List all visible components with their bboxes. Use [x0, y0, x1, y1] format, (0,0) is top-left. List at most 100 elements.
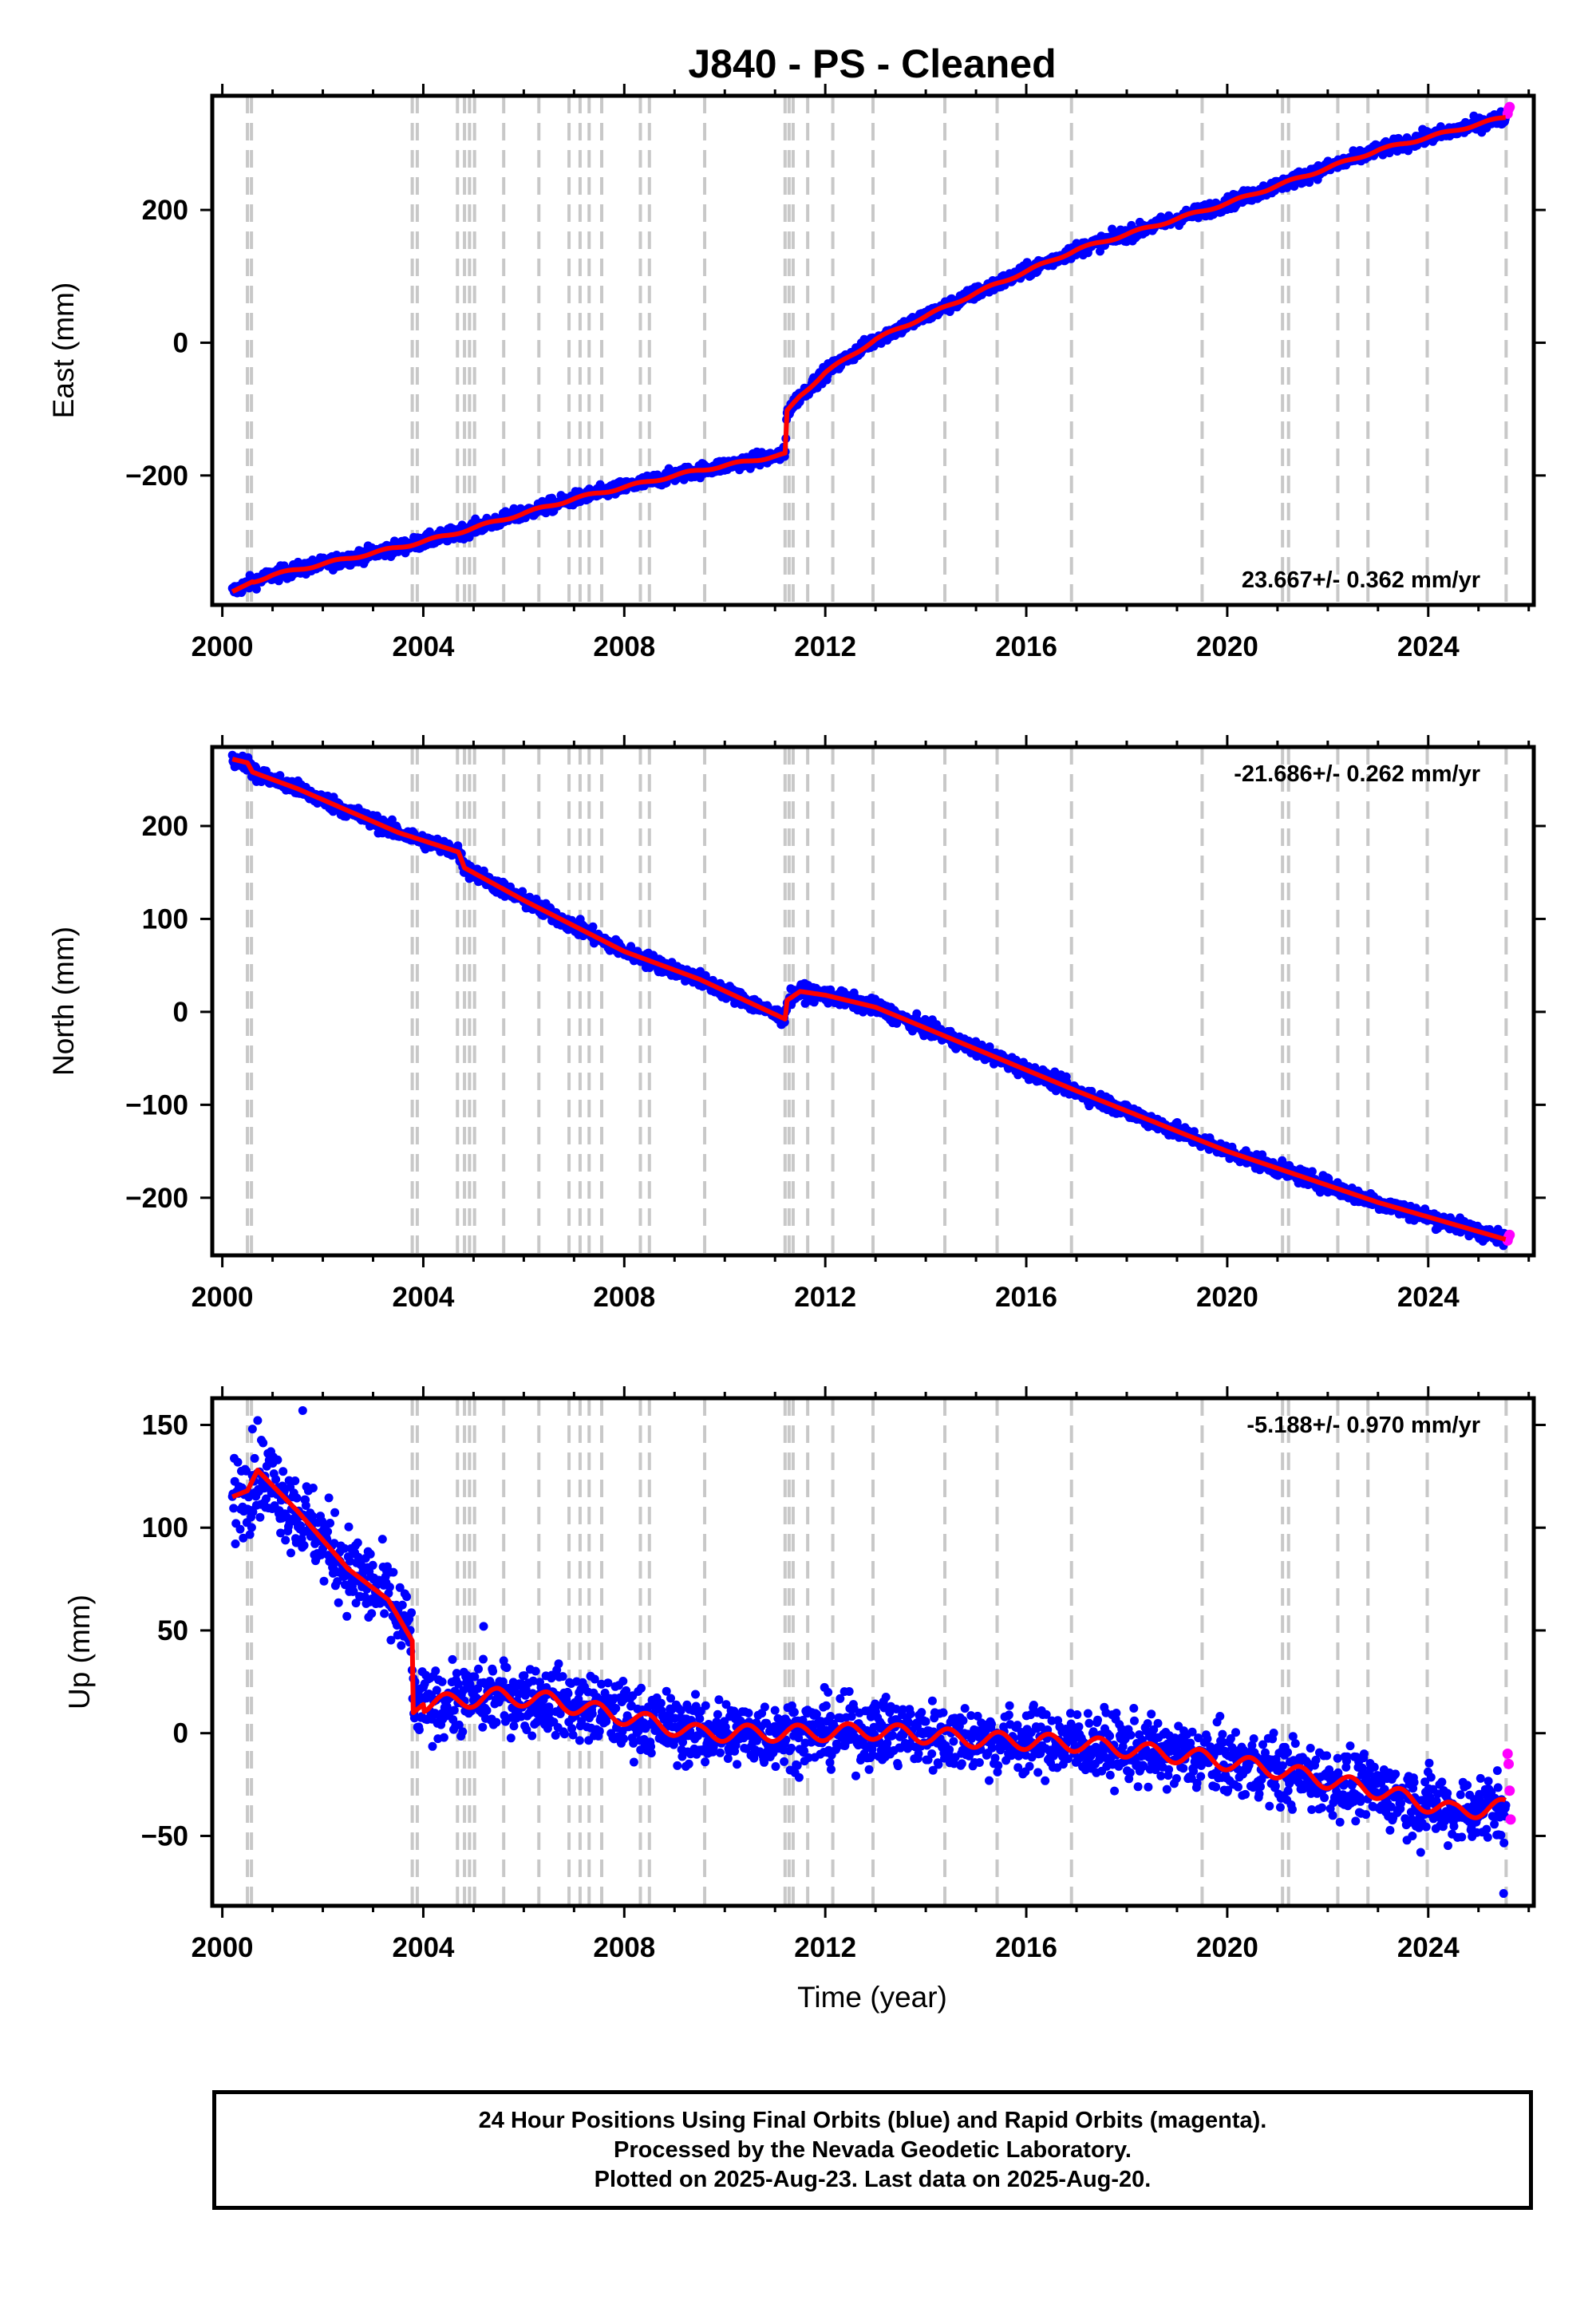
- x-tick-label: 2000: [192, 1282, 254, 1313]
- data-point: [301, 1501, 310, 1510]
- data-point: [1307, 1167, 1317, 1176]
- data-point: [235, 1524, 245, 1534]
- data-point: [449, 1705, 459, 1715]
- data-point: [428, 1741, 437, 1751]
- y-tick-label: −100: [125, 1089, 188, 1120]
- x-tick-label: 2004: [393, 1282, 455, 1313]
- data-point: [531, 1666, 540, 1676]
- y-axis-label: North (mm): [47, 927, 80, 1076]
- data-point: [380, 1609, 389, 1618]
- y-tick-label: 200: [142, 811, 188, 842]
- data-point: [231, 1539, 240, 1548]
- data-point: [414, 1725, 424, 1734]
- data-point: [250, 1453, 259, 1463]
- data-point: [509, 1721, 519, 1731]
- data-point: [488, 1666, 498, 1676]
- data-point: [402, 1592, 412, 1602]
- x-tick-label: 2000: [192, 631, 254, 662]
- plot-area: [227, 750, 1515, 1251]
- model-trend-line: [231, 115, 1507, 594]
- data-point: [259, 1438, 268, 1448]
- data-point: [365, 1549, 375, 1559]
- data-point: [1305, 178, 1314, 188]
- data-point: [353, 1538, 362, 1547]
- data-point: [502, 1663, 512, 1673]
- y-tick-label: −200: [125, 1183, 188, 1214]
- x-tick-label: 2020: [1196, 631, 1258, 662]
- data-point: [299, 1540, 309, 1550]
- data-point: [324, 1493, 334, 1503]
- data-point: [385, 1583, 394, 1592]
- up-panel: 2000 2004 2008 2012 2016 2020 2024−50050100150…: [63, 1386, 1546, 1963]
- y-axis-label: East (mm): [47, 283, 80, 419]
- data-point: [407, 1608, 417, 1618]
- x-tick-label: 2008: [593, 1282, 655, 1313]
- x-tick-label: 2024: [1397, 631, 1460, 662]
- final-orbit-points: [227, 107, 1511, 598]
- final-orbit-points: [227, 1405, 1511, 1899]
- x-tick-label: 2024: [1397, 1282, 1460, 1313]
- data-point: [281, 1535, 290, 1545]
- data-point: [330, 1508, 340, 1517]
- data-point: [479, 1654, 488, 1664]
- data-point: [275, 771, 285, 781]
- data-point: [527, 1731, 537, 1741]
- east-panel: 2000 2004 2008 2012 2016 2020 2024 −200 0 200 East…: [47, 84, 1546, 662]
- x-tick-label: 2016: [995, 1282, 1057, 1313]
- y-tick-label: 0: [173, 327, 188, 358]
- data-point: [292, 1493, 302, 1503]
- data-point: [308, 1484, 318, 1492]
- figure-title: J840 - PS - Cleaned: [688, 41, 1056, 86]
- data-point: [1096, 247, 1104, 256]
- data-point: [255, 1512, 265, 1522]
- plot-area: [227, 101, 1515, 598]
- data-point: [334, 1598, 343, 1607]
- x-tick-label: 2012: [794, 631, 856, 662]
- data-point: [474, 1664, 483, 1674]
- x-tick-label: 2004: [393, 631, 455, 662]
- data-point: [342, 1611, 352, 1621]
- data-point: [588, 922, 598, 931]
- north-panel: 2000 2004 2008 2012 2016 2020 2024−200−1000100…: [47, 735, 1546, 1313]
- data-point: [431, 1666, 440, 1676]
- rapid-orbit-point: [1504, 1229, 1515, 1240]
- data-point: [253, 1416, 263, 1425]
- x-tick-label: 2012: [794, 1282, 856, 1313]
- data-point: [319, 1576, 329, 1586]
- data-point: [251, 584, 261, 594]
- data-point: [432, 1686, 441, 1695]
- data-point: [326, 1519, 335, 1528]
- data-point: [290, 1476, 300, 1485]
- data-point: [247, 1523, 256, 1532]
- data-point: [506, 1733, 516, 1743]
- data-point: [492, 1717, 501, 1727]
- x-tick-label: 2016: [995, 631, 1057, 662]
- data-point: [482, 1705, 492, 1715]
- x-tick-label: 2008: [593, 631, 655, 662]
- data-point: [279, 1467, 288, 1476]
- y-tick-label: 200: [142, 195, 188, 226]
- data-point: [912, 1009, 922, 1018]
- data-point: [323, 1527, 333, 1536]
- velocity-rate-label: -21.686+/- 0.262 mm/yr: [1234, 761, 1480, 787]
- x-tick-label: 2020: [1196, 1282, 1258, 1313]
- final-orbit-points: [227, 750, 1511, 1251]
- data-point: [286, 1548, 295, 1558]
- y-tick-label: −200: [125, 460, 188, 492]
- data-point: [439, 1733, 448, 1742]
- velocity-rate-label: 23.667+/- 0.362 mm/yr: [1242, 567, 1480, 593]
- data-point: [448, 1654, 457, 1664]
- data-point: [389, 1567, 398, 1577]
- data-point: [397, 1641, 406, 1650]
- data-point: [397, 1600, 407, 1610]
- data-point: [478, 1722, 488, 1732]
- y-tick-label: 100: [142, 903, 188, 935]
- data-point: [458, 1727, 468, 1737]
- data-point: [344, 1522, 354, 1531]
- data-point: [377, 1535, 387, 1544]
- data-point: [273, 1455, 282, 1464]
- data-point: [437, 1677, 447, 1686]
- panel-frame: [210, 93, 1536, 607]
- rapid-orbit-point: [1504, 101, 1515, 113]
